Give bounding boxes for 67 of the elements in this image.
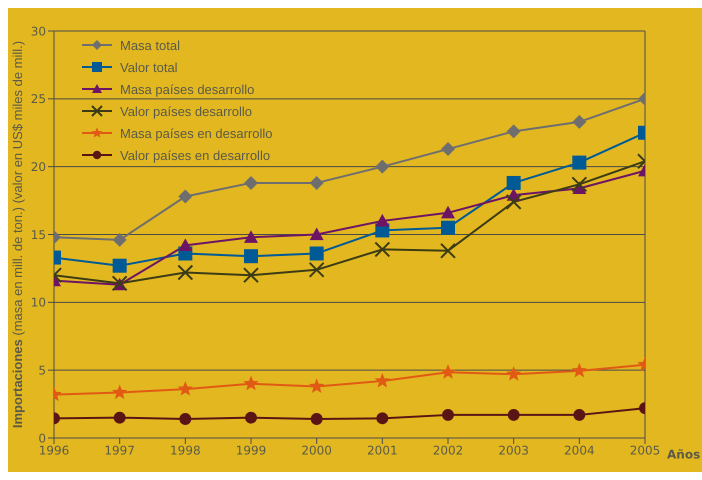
x-tick-label: 2001	[367, 444, 398, 458]
point	[243, 267, 259, 284]
point	[375, 214, 390, 227]
y-tick-label: 15	[30, 228, 46, 242]
point	[374, 372, 390, 388]
x-tick-label: 2000	[301, 444, 332, 458]
point	[112, 232, 127, 247]
point	[308, 262, 325, 278]
point	[310, 246, 324, 260]
point	[441, 220, 455, 235]
point	[441, 142, 455, 156]
point	[112, 384, 128, 400]
legend-label: Valor países desarrollo	[120, 104, 252, 118]
point	[310, 413, 323, 425]
point	[178, 238, 192, 251]
y-tick-label: 0	[38, 431, 46, 446]
x-tick-label: 1997	[104, 444, 135, 458]
point	[243, 376, 259, 390]
point	[376, 412, 388, 424]
point	[572, 114, 586, 129]
x-tick-label: 2003	[498, 444, 529, 458]
point	[309, 378, 324, 393]
point	[244, 249, 258, 264]
point	[310, 228, 324, 240]
y-tick-label: 20	[30, 160, 46, 174]
point	[573, 408, 586, 421]
legend-label: Masa países en desarrollo	[120, 126, 272, 140]
point	[178, 190, 192, 204]
point	[244, 230, 258, 243]
point	[112, 258, 127, 273]
y-tick-label: 30	[30, 24, 46, 38]
point	[506, 366, 522, 381]
legend-label: Valor total	[120, 60, 178, 74]
y-axis-title: Importaciones (masa en mill. de ton.) (valor en US$ miles de mill.)	[10, 40, 25, 428]
x-tick-label: 1998	[170, 444, 201, 458]
point	[442, 408, 454, 421]
point	[375, 160, 390, 174]
point	[177, 264, 194, 280]
point	[440, 364, 456, 379]
x-tick-label: 1996	[38, 444, 70, 458]
point	[245, 412, 257, 424]
legend-label: Masa países desarrollo	[120, 82, 254, 96]
point	[572, 362, 587, 378]
point	[441, 206, 455, 218]
x-tick-label: 2002	[432, 444, 464, 458]
point	[506, 124, 521, 138]
legend-label: Masa total	[120, 38, 180, 52]
point	[572, 156, 586, 170]
y-tick-label: 25	[30, 92, 46, 106]
y-tick-label: 5	[38, 363, 46, 378]
point	[571, 176, 588, 192]
legend-label: Valor países en desarrollo	[120, 148, 270, 162]
point	[178, 381, 193, 396]
x-axis-title: Años	[667, 447, 700, 462]
x-tick-label: 2004	[564, 444, 595, 458]
point	[440, 242, 456, 259]
point	[374, 241, 390, 258]
x-tick-label: 1999	[236, 444, 266, 458]
y-tick-label: 10	[30, 296, 46, 310]
point	[114, 412, 126, 424]
point	[508, 408, 520, 421]
point	[310, 176, 324, 190]
point	[506, 176, 521, 190]
point	[179, 413, 192, 425]
point	[506, 194, 522, 210]
x-tick-label: 2005	[630, 444, 660, 458]
point	[244, 176, 258, 190]
